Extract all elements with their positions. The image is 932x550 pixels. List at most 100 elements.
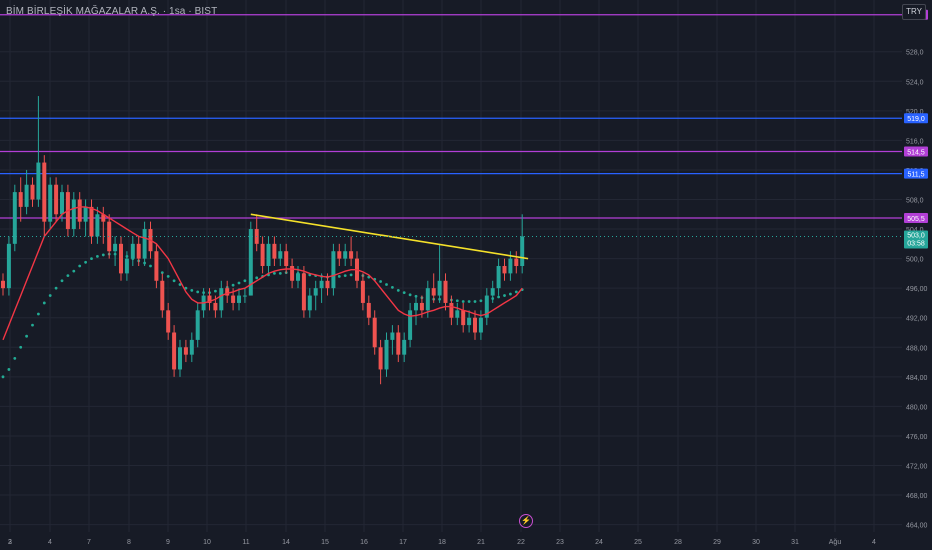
candle-body	[443, 280, 448, 303]
candle-body	[195, 310, 200, 340]
x-tick-label: 16	[360, 539, 368, 546]
level-price-tag	[904, 146, 928, 157]
candle-body	[319, 280, 324, 289]
ma-dot	[166, 274, 170, 278]
candle-body	[242, 295, 247, 297]
ma-dot	[503, 294, 506, 297]
ma-dot	[343, 274, 347, 278]
candle-body	[248, 229, 253, 296]
lightning-icon[interactable]: ⚡	[519, 514, 533, 528]
x-tick-label: 4	[872, 539, 876, 546]
x-tick-label: 31	[791, 539, 799, 546]
candle-body	[419, 302, 424, 311]
ma-dot	[473, 300, 477, 303]
ma-dot	[273, 271, 276, 275]
y-tick-label: 500,0	[906, 257, 924, 264]
ma-dot	[255, 276, 259, 280]
candle-body	[18, 192, 23, 207]
x-tick-label: 22	[517, 539, 525, 546]
ma-dot	[160, 271, 164, 275]
level-price-tag	[904, 113, 928, 124]
x-tick-label: 17	[399, 539, 407, 546]
candle-body	[484, 295, 489, 318]
candle-body	[331, 251, 336, 289]
ma-dot	[396, 288, 400, 292]
countdown-label: 03:58	[907, 240, 925, 247]
candle-body	[178, 347, 182, 370]
candle-body	[378, 347, 383, 370]
candle-body	[124, 258, 129, 274]
ma-dot	[184, 286, 188, 290]
candle-body	[154, 251, 159, 281]
candle-body	[136, 243, 141, 259]
candle-body	[237, 295, 241, 303]
candle-body	[54, 184, 59, 215]
y-tick-label: 472,00	[906, 464, 928, 471]
x-tick-label: 11	[242, 539, 249, 546]
level-price-tag	[904, 212, 928, 223]
ma-dot	[42, 301, 46, 305]
candle-body	[290, 266, 295, 281]
candle-body	[408, 310, 413, 340]
y-tick-label: 516,0	[906, 138, 924, 145]
candle-body	[166, 310, 171, 333]
currency-button[interactable]: TRY	[902, 4, 926, 20]
x-tick-label: 28	[674, 539, 682, 546]
ma-dot	[31, 323, 34, 327]
candle-body	[490, 288, 495, 296]
ma-dot	[149, 264, 152, 268]
ma-dot	[337, 274, 341, 278]
x-tick-label: 29	[713, 539, 721, 546]
candle-body	[502, 266, 507, 274]
candle-body	[478, 317, 483, 333]
level-price-label: 505,5	[907, 216, 925, 223]
ma-dot	[408, 293, 412, 297]
ma-dot	[509, 292, 512, 296]
candle-body	[107, 221, 112, 252]
ma-dot	[48, 294, 52, 297]
candle-body	[60, 192, 64, 215]
candle-body	[42, 162, 47, 222]
candle-body	[520, 236, 525, 266]
candle-body	[160, 280, 165, 311]
candle-body	[301, 273, 306, 311]
y-tick-label: 524,0	[906, 79, 924, 86]
ma-dot	[231, 283, 235, 287]
candle-body	[207, 295, 212, 303]
ma-dot	[467, 300, 471, 303]
ma-dot	[237, 281, 241, 285]
candle-body	[30, 184, 35, 200]
candle-body	[48, 184, 53, 222]
candle-body	[384, 339, 389, 370]
candle-body	[402, 339, 407, 355]
candle-body	[325, 280, 330, 289]
price-axis	[902, 0, 932, 550]
candle-body	[307, 295, 312, 311]
last-price-label: 503,0	[907, 232, 925, 239]
candle-body	[172, 332, 177, 370]
ma-dot	[66, 274, 70, 278]
ma-dot	[278, 271, 282, 275]
candle-body	[508, 258, 513, 274]
candle-body	[467, 317, 472, 326]
candle-body	[101, 214, 106, 222]
candle-body	[431, 288, 436, 296]
candle-body	[183, 347, 188, 355]
ma-dot	[349, 273, 353, 277]
ma-dot	[243, 279, 247, 283]
y-tick-label: 476,00	[906, 434, 928, 441]
candle-body	[425, 288, 430, 311]
candle-body	[12, 192, 17, 244]
candle-body	[514, 258, 519, 266]
candle-body	[473, 317, 477, 333]
time-axis	[0, 532, 932, 550]
x-tick-label: 10	[203, 539, 211, 546]
ma-dot	[391, 286, 394, 289]
candle-body	[278, 251, 283, 259]
ma-dot	[19, 345, 23, 349]
y-tick-label: 468,00	[906, 493, 928, 500]
ma-dot	[25, 334, 28, 338]
x-tick-label: 25	[634, 539, 642, 546]
candle-body	[343, 251, 348, 259]
